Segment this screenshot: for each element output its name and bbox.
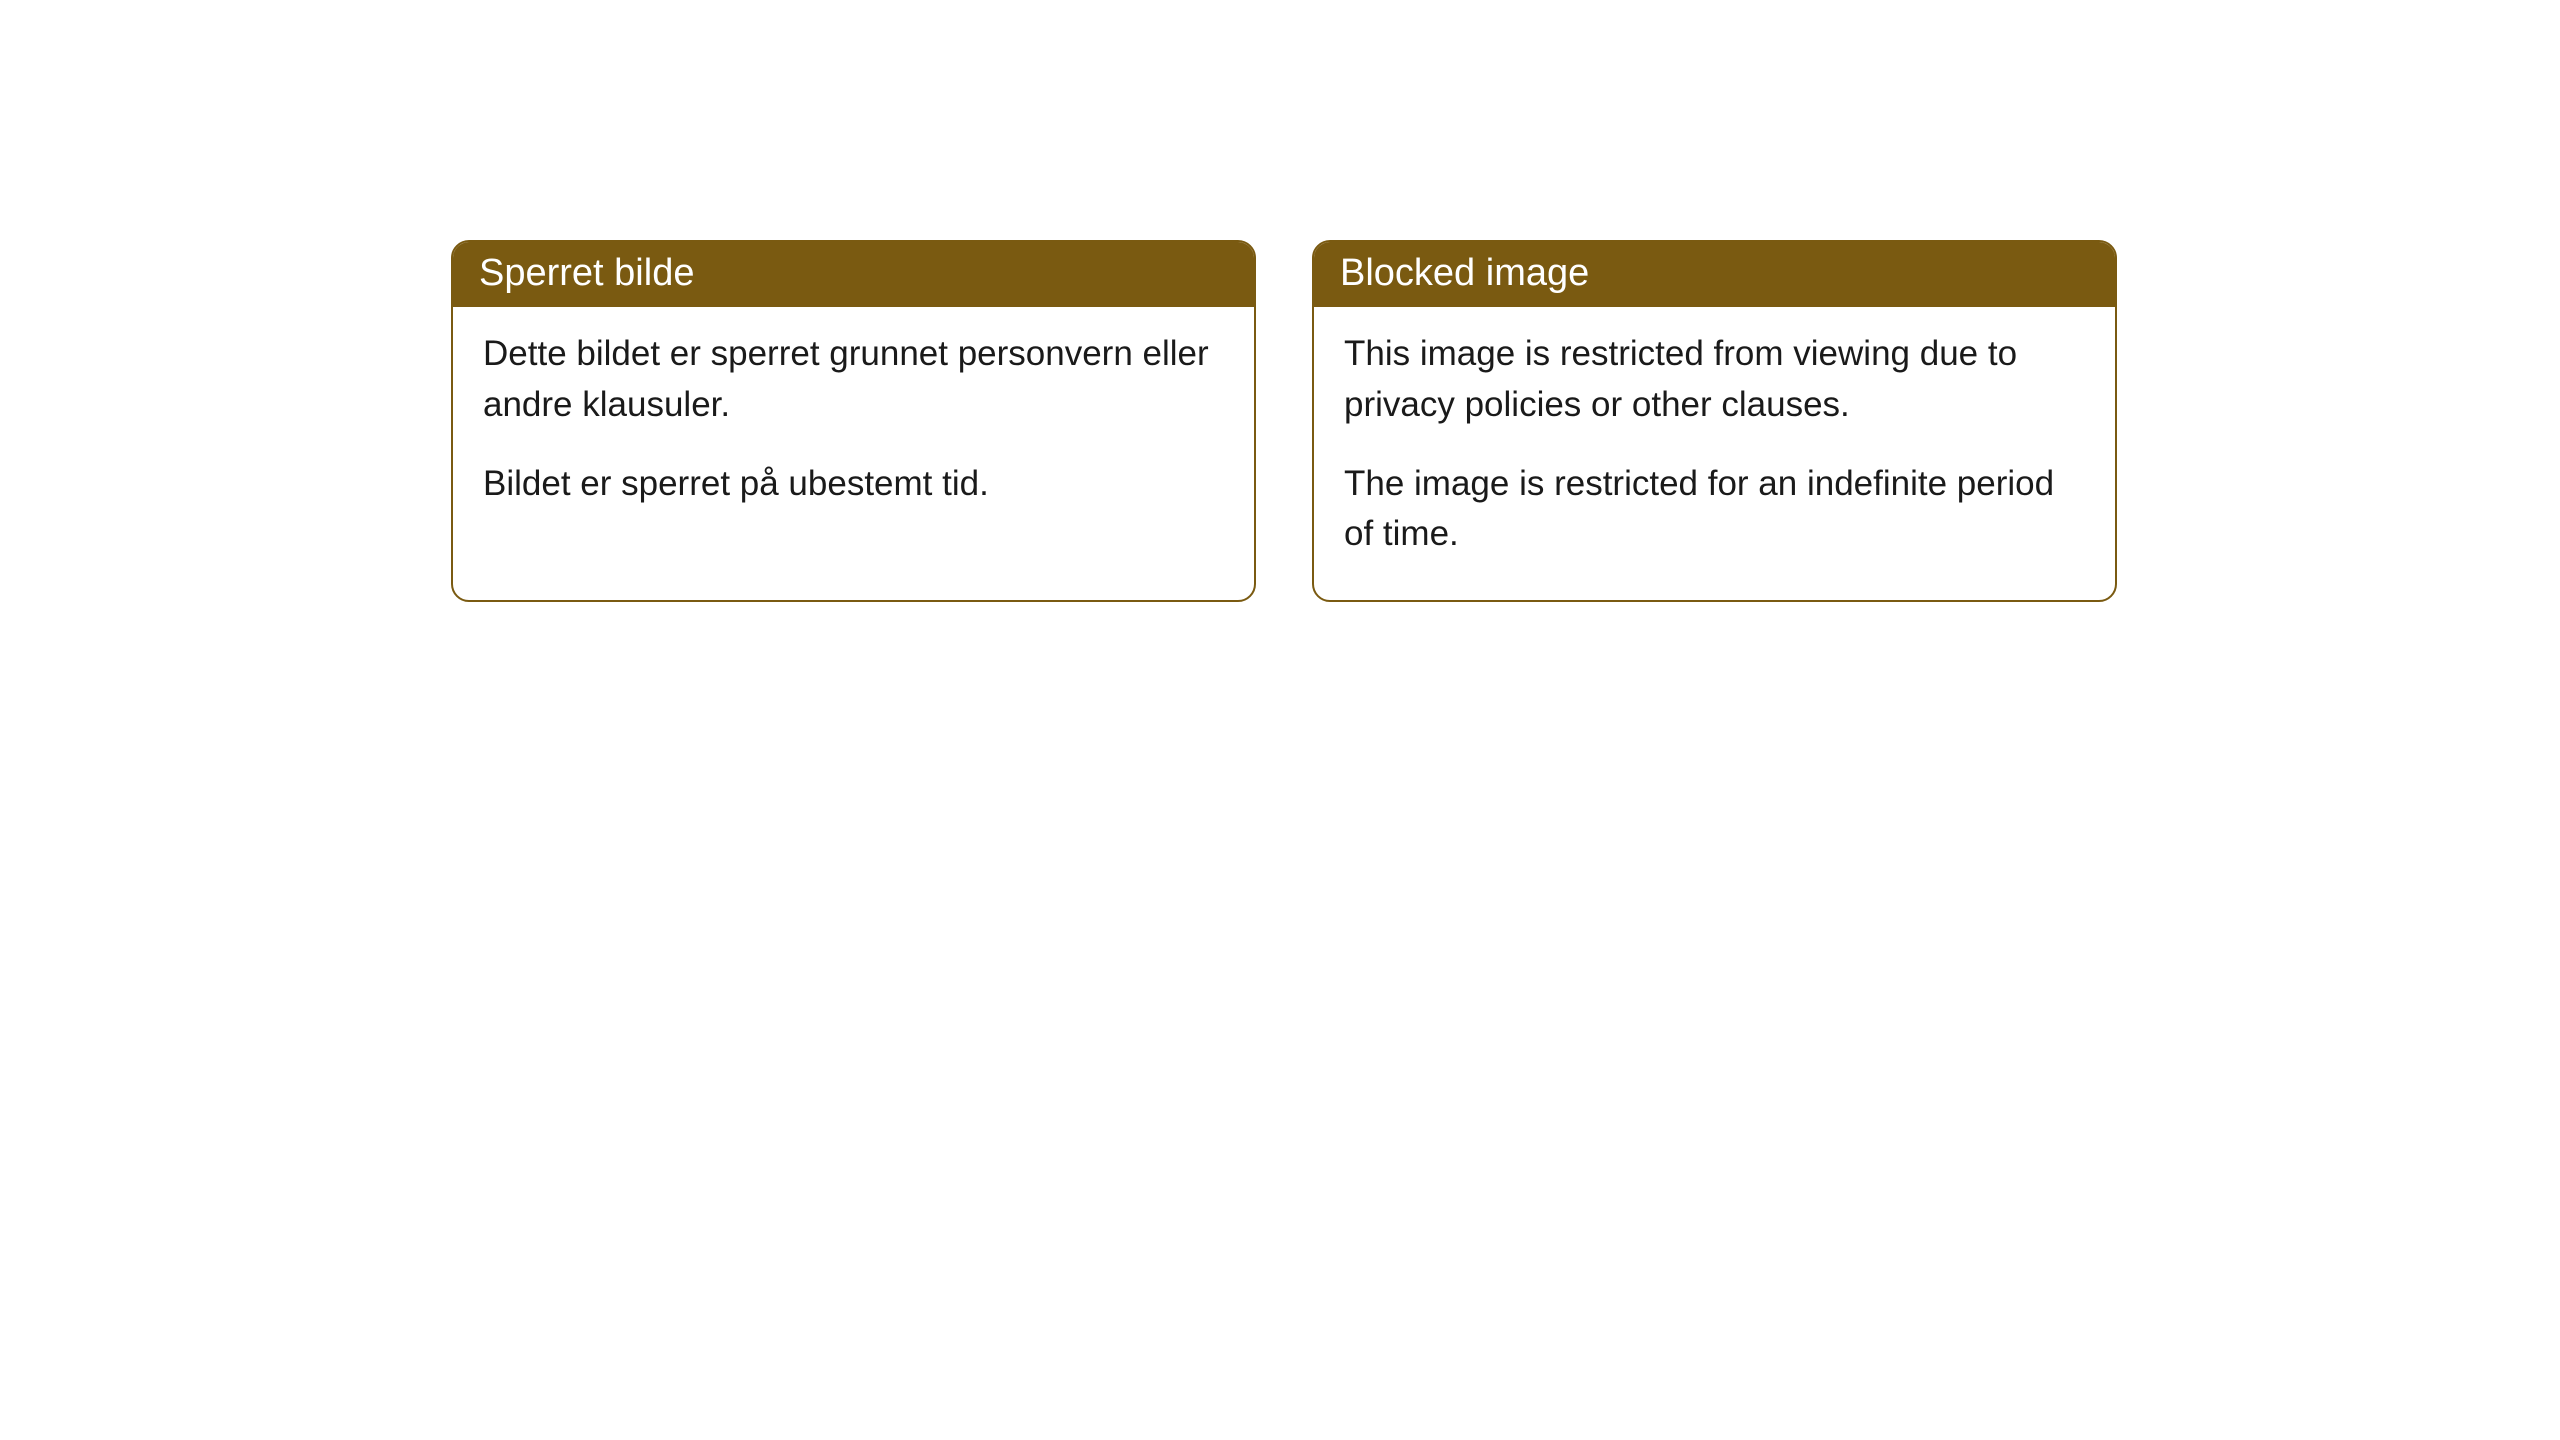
card-body: This image is restricted from viewing du… [1314,307,2115,600]
card-header: Blocked image [1314,242,2115,307]
card-paragraph: The image is restricted for an indefinit… [1344,459,2085,561]
card-title: Blocked image [1340,252,1589,294]
blocked-image-card-english: Blocked image This image is restricted f… [1312,240,2117,602]
card-body: Dette bildet er sperret grunnet personve… [453,307,1254,549]
card-paragraph: Bildet er sperret på ubestemt tid. [483,459,1224,510]
card-paragraph: This image is restricted from viewing du… [1344,329,2085,431]
notice-cards-container: Sperret bilde Dette bildet er sperret gr… [451,240,2117,602]
card-title: Sperret bilde [479,252,694,294]
card-paragraph: Dette bildet er sperret grunnet personve… [483,329,1224,431]
blocked-image-card-norwegian: Sperret bilde Dette bildet er sperret gr… [451,240,1256,602]
card-header: Sperret bilde [453,242,1254,307]
